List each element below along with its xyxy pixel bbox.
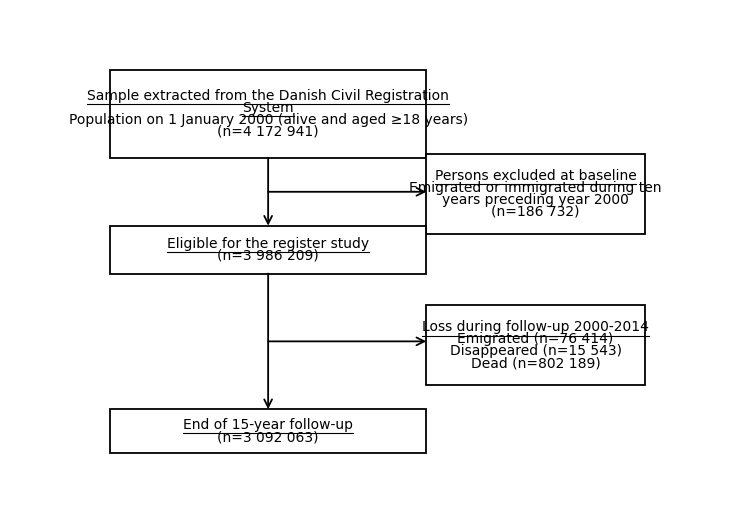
- Bar: [110, 226, 427, 274]
- Text: years preceding year 2000: years preceding year 2000: [442, 193, 629, 207]
- Text: System: System: [243, 101, 294, 115]
- Bar: [110, 409, 427, 453]
- Text: Loss during follow-up 2000-2014: Loss during follow-up 2000-2014: [422, 321, 649, 335]
- Bar: [426, 306, 645, 385]
- Bar: [110, 70, 427, 158]
- Text: Persons excluded at baseline: Persons excluded at baseline: [435, 169, 637, 183]
- Text: (n=3 986 209): (n=3 986 209): [217, 249, 319, 263]
- Bar: [426, 154, 645, 234]
- Text: Emigrated (n=76 414): Emigrated (n=76 414): [457, 333, 614, 347]
- Text: End of 15-year follow-up: End of 15-year follow-up: [183, 418, 353, 432]
- Text: Eligible for the register study: Eligible for the register study: [167, 237, 370, 251]
- Text: Dead (n=802 189): Dead (n=802 189): [470, 356, 600, 370]
- Text: (n=186 732): (n=186 732): [491, 205, 580, 219]
- Text: (n=4 172 941): (n=4 172 941): [217, 125, 319, 139]
- Text: Emigrated or immigrated during ten: Emigrated or immigrated during ten: [410, 181, 662, 195]
- Text: Population on 1 January 2000 (alive and aged ≥18 years): Population on 1 January 2000 (alive and …: [68, 113, 467, 127]
- Text: Disappeared (n=15 543): Disappeared (n=15 543): [450, 344, 622, 358]
- Text: Sample extracted from the Danish Civil Registration: Sample extracted from the Danish Civil R…: [88, 89, 449, 103]
- Text: (n=3 092 063): (n=3 092 063): [217, 430, 319, 444]
